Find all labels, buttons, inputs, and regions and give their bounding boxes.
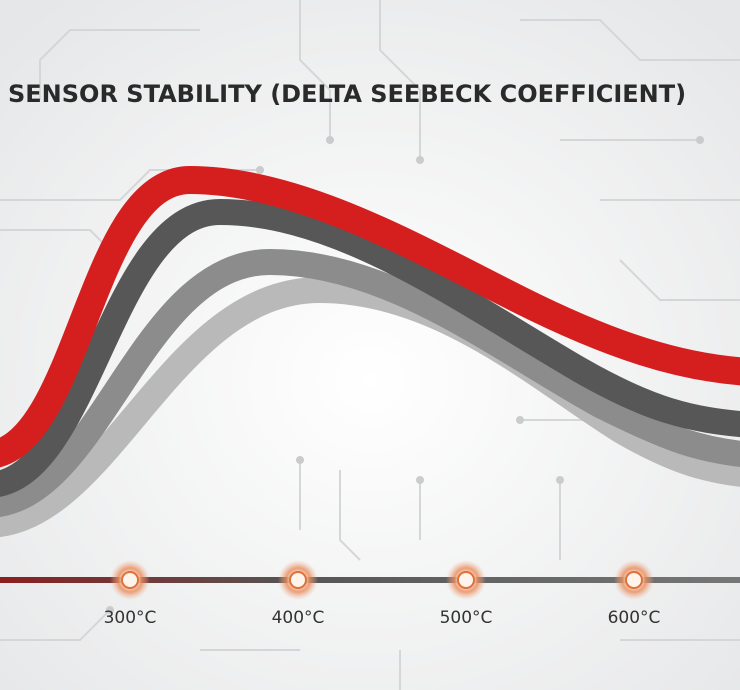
axis-dot xyxy=(289,571,307,589)
ribbon-red xyxy=(0,165,740,467)
ribbon-mid xyxy=(0,248,740,517)
axis-label: 300°C xyxy=(104,608,157,628)
ribbon-dark xyxy=(0,198,740,497)
title: SENSOR STABILITY (DELTA SEEBECK COEFFICI… xyxy=(8,80,686,108)
axis-ticks: 300°C 400°C 500°C 600°C xyxy=(104,560,661,628)
axis-dot xyxy=(121,571,139,589)
axis-dot xyxy=(625,571,643,589)
axis-label: 500°C xyxy=(440,608,493,628)
ribbons xyxy=(0,165,740,537)
axis-label: 600°C xyxy=(608,608,661,628)
axis-label: 400°C xyxy=(272,608,325,628)
axis-dot xyxy=(457,571,475,589)
axis-line xyxy=(0,577,740,583)
